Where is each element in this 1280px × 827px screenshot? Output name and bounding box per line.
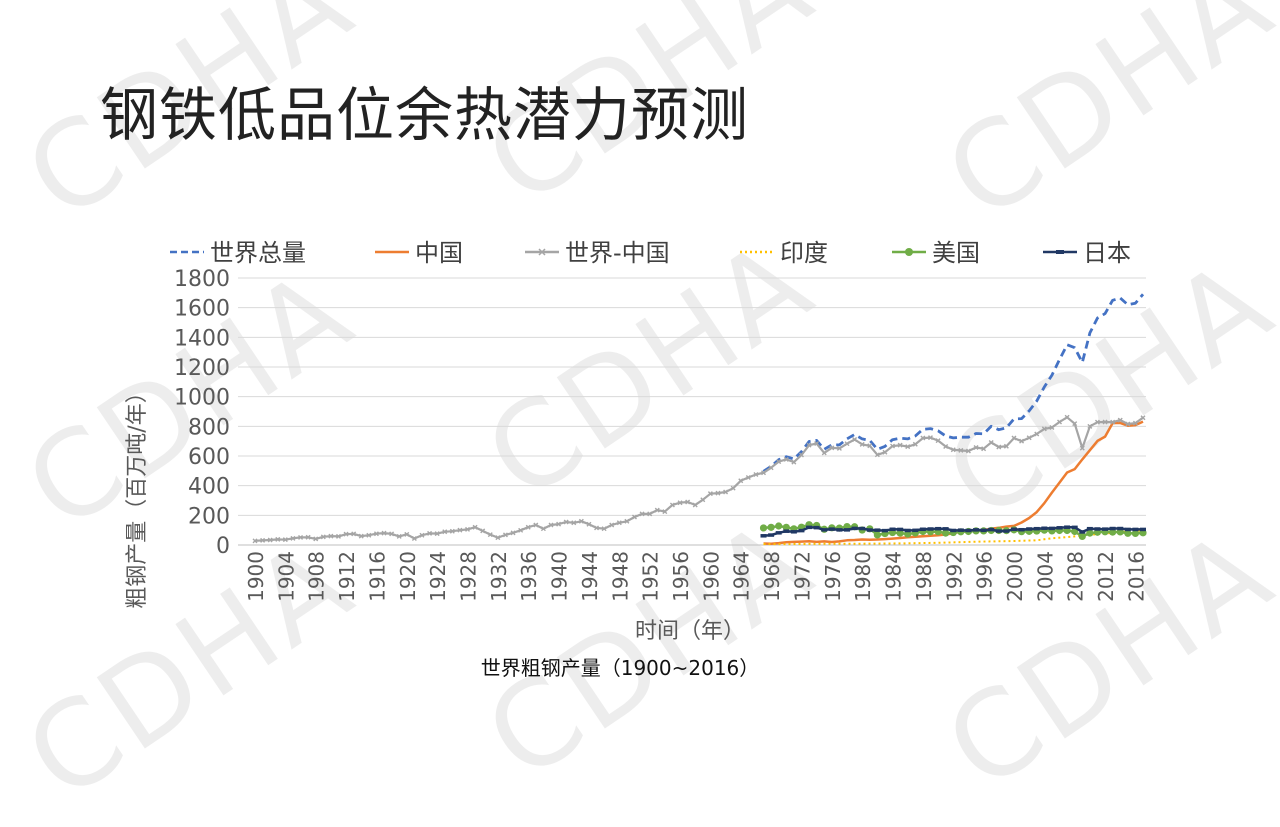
x-tick-label: 1928 <box>457 551 481 602</box>
series-2 <box>253 415 1145 543</box>
legend-item: 美国 <box>892 239 980 267</box>
legend-label: 世界总量 <box>210 239 306 267</box>
x-tick-label: 1916 <box>365 551 389 602</box>
x-tick-label: 1968 <box>760 551 784 602</box>
legend-label: 中国 <box>415 239 463 267</box>
x-tick-label: 1992 <box>942 551 966 602</box>
x-tick-label: 1904 <box>274 551 298 602</box>
x-tick-label: 2012 <box>1094 551 1118 602</box>
legend-item: 世界总量 <box>170 239 306 267</box>
data-point <box>775 522 782 529</box>
x-tick-label: 1920 <box>396 551 420 602</box>
series-line <box>255 417 1143 541</box>
y-tick-label: 800 <box>188 415 230 440</box>
y-tick-label: 1800 <box>174 267 230 292</box>
x-tick-label: 1900 <box>244 551 268 602</box>
data-point <box>768 524 775 531</box>
series-line <box>764 294 1144 471</box>
legend-item: 日本 <box>1043 239 1131 267</box>
data-point <box>1079 533 1086 540</box>
x-tick-label: 1984 <box>882 551 906 602</box>
x-tick-label: 1952 <box>639 551 663 602</box>
legend-item: 中国 <box>375 239 463 267</box>
x-tick-label: 1924 <box>426 551 450 602</box>
y-tick-label: 600 <box>188 445 230 470</box>
x-tick-label: 1912 <box>335 551 359 602</box>
series-0 <box>764 294 1144 471</box>
x-tick-label: 1964 <box>730 551 754 602</box>
x-tick-label: 1988 <box>912 551 936 602</box>
x-tick-label: 1908 <box>305 551 329 602</box>
x-axis-label: 时间（年） <box>635 619 745 644</box>
legend-label: 世界-中国 <box>565 239 670 267</box>
legend-label: 日本 <box>1083 239 1131 267</box>
x-tick-label: 1972 <box>790 551 814 602</box>
data-point <box>874 531 881 538</box>
x-tick-label: 1948 <box>608 551 632 602</box>
y-tick-label: 0 <box>216 534 230 559</box>
y-tick-label: 1000 <box>174 386 230 411</box>
legend-label: 美国 <box>932 239 980 267</box>
legend-marker <box>905 248 913 256</box>
x-tick-label: 1936 <box>517 551 541 602</box>
y-tick-label: 1200 <box>174 356 230 381</box>
data-point <box>760 524 767 531</box>
x-tick-label: 1940 <box>548 551 572 602</box>
y-tick-label: 400 <box>188 475 230 500</box>
legend-item: 世界-中国 <box>525 239 670 267</box>
x-tick-label: 2016 <box>1124 551 1148 602</box>
x-tick-label: 1976 <box>821 551 845 602</box>
x-tick-label: 1932 <box>487 551 511 602</box>
x-tick-label: 1996 <box>973 551 997 602</box>
legend-label: 印度 <box>780 239 828 267</box>
x-tick-label: 2004 <box>1033 551 1057 602</box>
x-tick-label: 1980 <box>851 551 875 602</box>
x-tick-label: 2000 <box>1003 551 1027 602</box>
x-tick-label: 1944 <box>578 551 602 602</box>
legend-item: 印度 <box>740 239 828 267</box>
y-axis-label: 粗钢产量（百万吨/年） <box>125 381 150 608</box>
x-tick-label: 1956 <box>669 551 693 602</box>
x-tick-label: 2008 <box>1064 551 1088 602</box>
y-tick-label: 1600 <box>174 297 230 322</box>
x-tick-label: 1960 <box>699 551 723 602</box>
y-tick-label: 200 <box>188 504 230 529</box>
y-tick-label: 1400 <box>174 326 230 351</box>
chart-caption: 世界粗钢产量（1900~2016） <box>0 652 1240 681</box>
